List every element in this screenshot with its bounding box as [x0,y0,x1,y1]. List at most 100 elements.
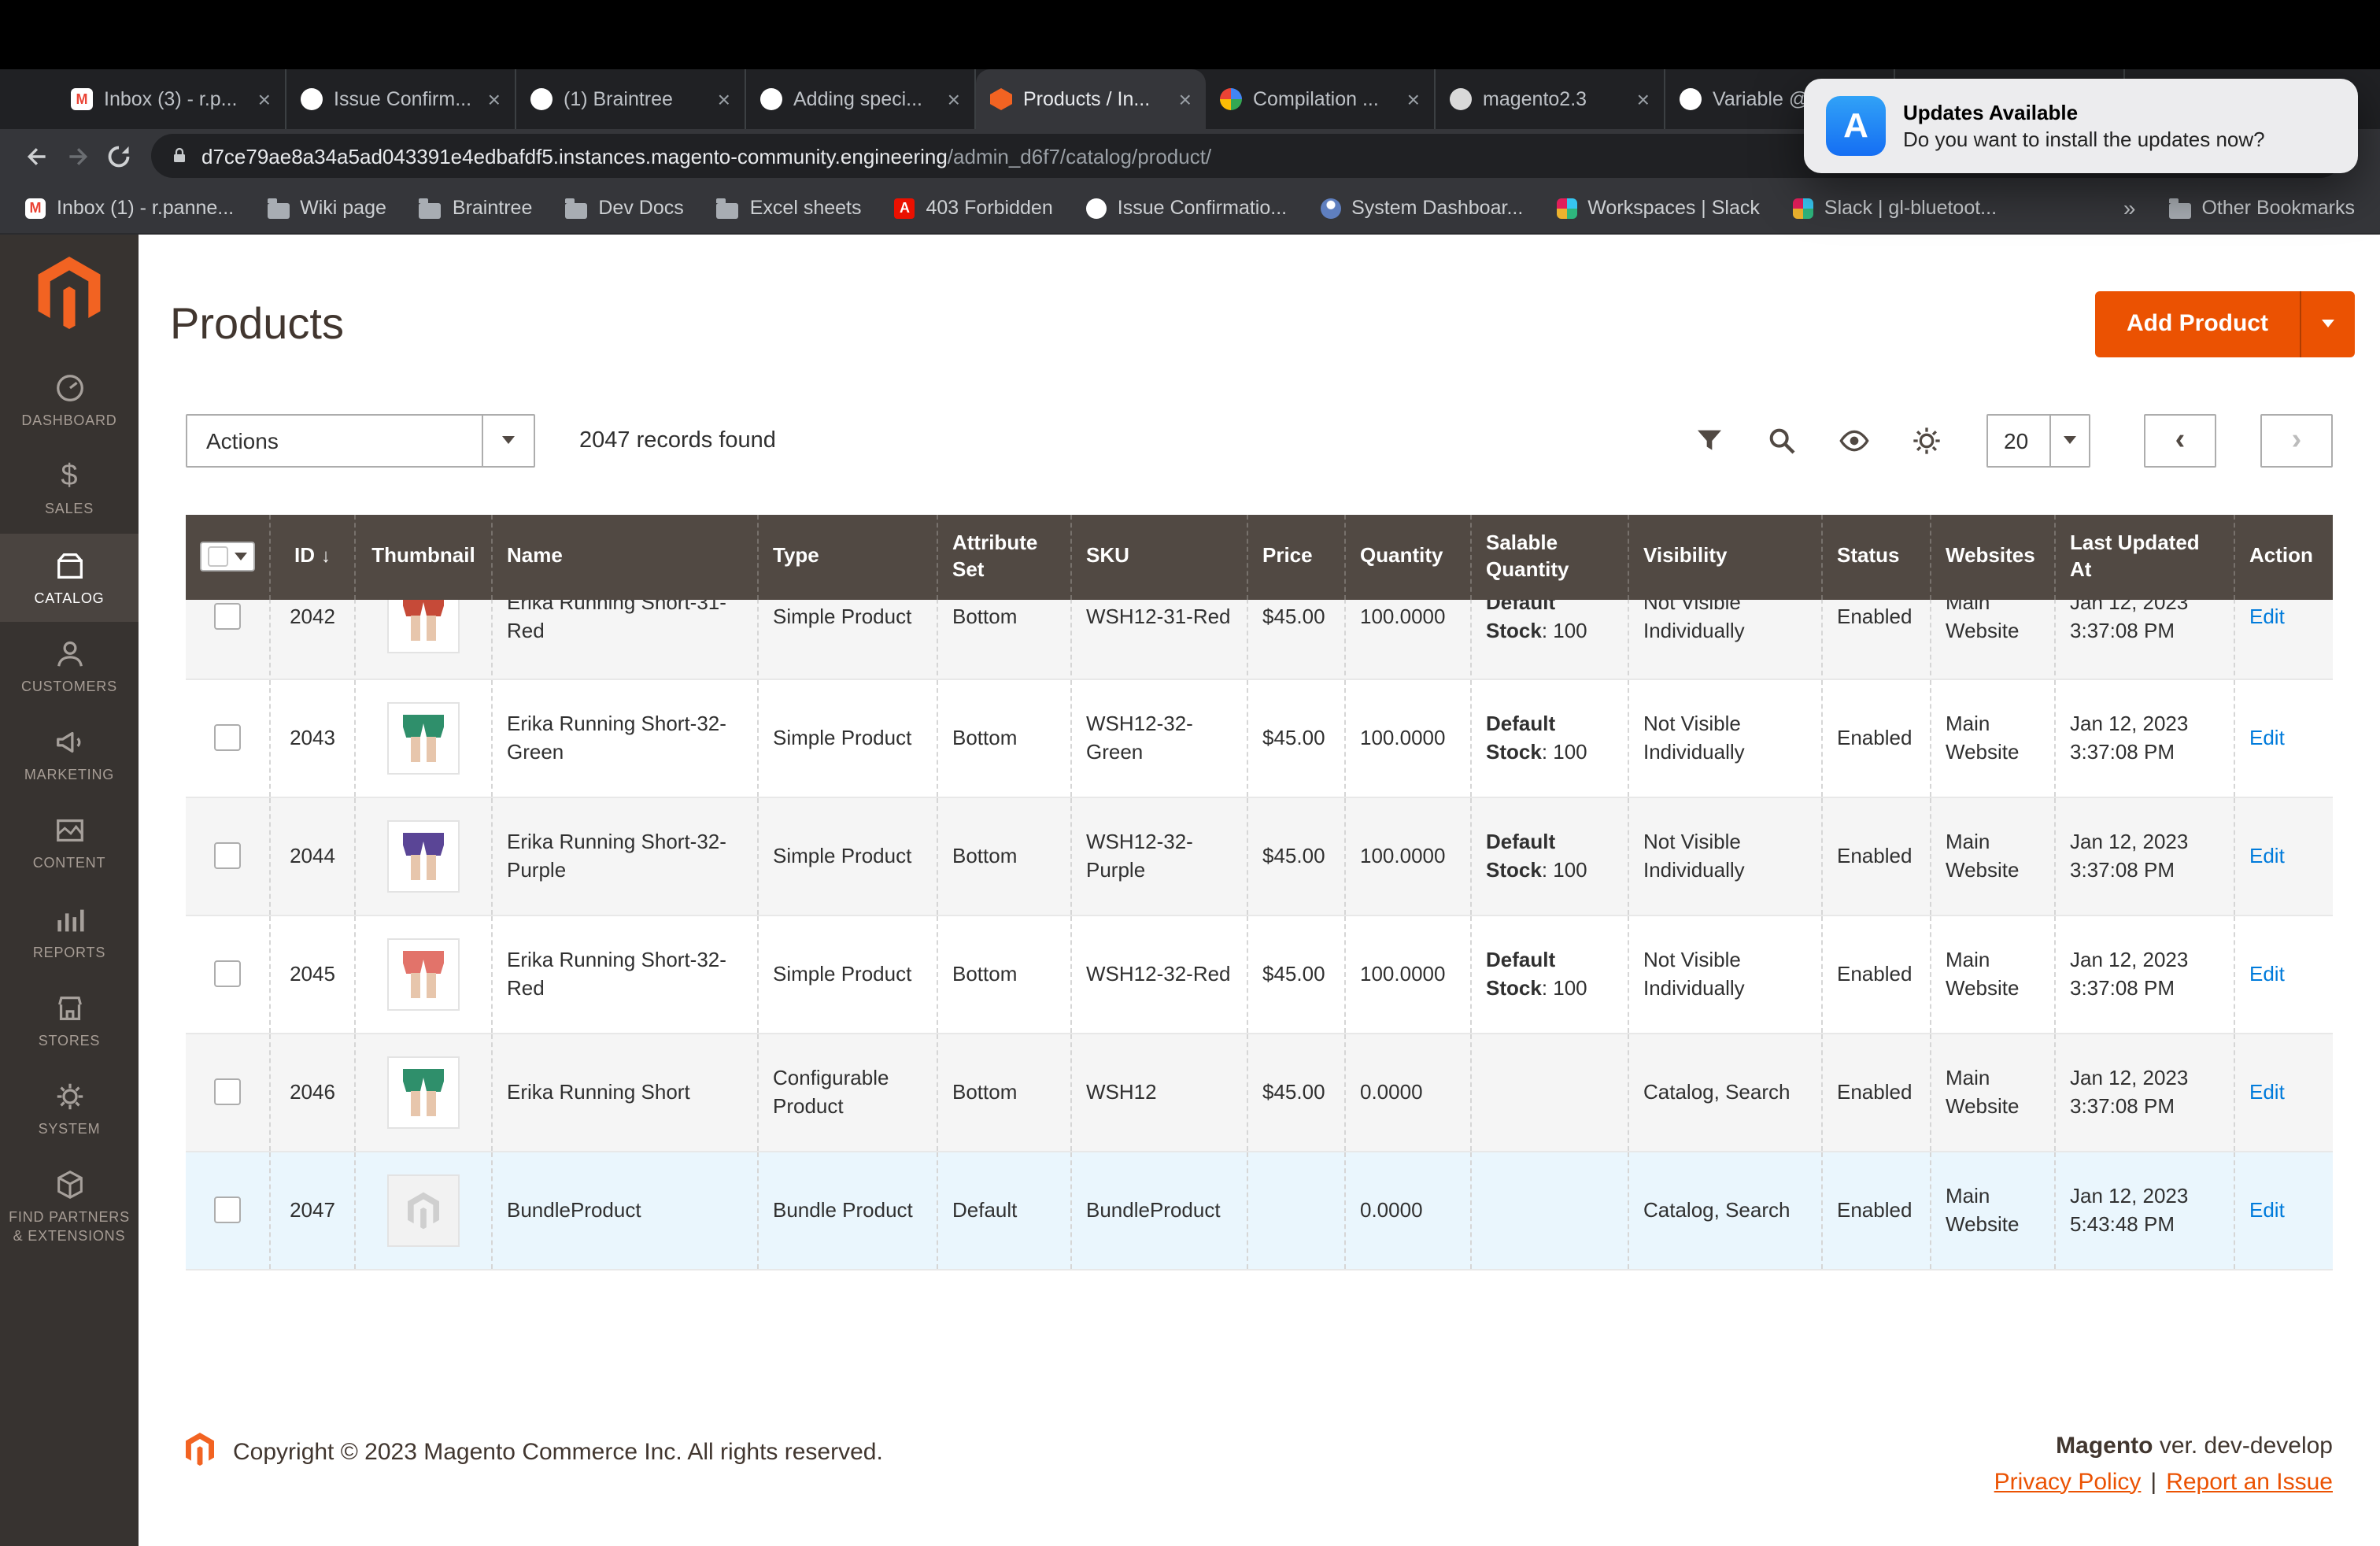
row-checkbox[interactable] [214,1078,241,1105]
previous-page-button[interactable]: ‹ [2144,413,2216,467]
filters-icon[interactable] [1694,424,1725,456]
tab-close-icon[interactable]: × [1406,87,1420,112]
row-checkbox[interactable] [214,960,241,987]
records-count: 2047 records found [579,427,776,453]
edit-link[interactable]: Edit [2249,725,2285,749]
sidebar-item-content[interactable]: CONTENT [0,799,139,888]
back-button[interactable] [16,135,57,176]
sidebar-item-label: MARKETING [24,767,115,782]
sidebar-item-system[interactable]: SYSTEM [0,1064,139,1153]
per-page-select[interactable]: 20 [1986,413,2090,467]
actions-label: Actions [206,427,279,453]
tab-close-icon[interactable]: × [487,87,501,112]
column-header-websites[interactable]: Websites [1930,514,2054,599]
add-product-dropdown[interactable] [2300,290,2355,357]
forward-button[interactable] [57,135,98,176]
row-checkbox[interactable] [214,603,241,630]
sidebar-item-label: CUSTOMERS [21,678,117,694]
browser-tab[interactable]: M Inbox (3) - r.p... × [57,69,286,129]
browser-tab[interactable]: Compilation ... × [1206,69,1436,129]
cell-price: $45.00 [1247,797,1344,914]
next-page-button[interactable]: › [2260,413,2333,467]
browser-tab[interactable]: magento2.3 × [1436,69,1665,129]
cell-visibility: Not Visible Individually [1628,797,1821,914]
select-all-checkbox[interactable] [200,542,255,571]
sidebar-item-marketing[interactable]: MARKETING [0,710,139,799]
column-header-attribute-set[interactable]: Attribute Set [937,514,1070,599]
column-header-thumbnail[interactable]: Thumbnail [354,514,491,599]
version-text: Magento ver. dev-develop [2056,1432,2333,1459]
browser-tab-active[interactable]: Products / In... × [976,69,1206,129]
other-bookmarks[interactable]: Other Bookmarks [2168,197,2355,219]
bookmark-item[interactable]: Slack | gl-bluetoot... [1792,197,1997,219]
tab-close-icon[interactable]: × [717,87,730,112]
actions-dropdown[interactable]: Actions [186,413,535,467]
column-header-last-updated[interactable]: Last Updated At [2054,514,2234,599]
cell-sku: WSH12-32-Purple [1070,797,1247,914]
bookmark-item[interactable]: Dev Docs [565,197,684,219]
bookmark-item[interactable]: Braintree [419,197,532,219]
add-product-button[interactable]: Add Product [2095,290,2355,357]
columns-gear-icon[interactable] [1911,424,1942,456]
sort-desc-icon: ↓ [321,545,331,567]
browser-tab[interactable]: Issue Confirm... × [286,69,516,129]
app-store-icon: A [1826,96,1886,156]
tab-title: Adding speci... [793,88,922,110]
bookmark-item[interactable]: M Inbox (1) - r.panne... [25,197,234,219]
cell-websites: Main Website [1930,797,2054,914]
tab-close-icon[interactable]: × [947,87,960,112]
privacy-policy-link[interactable]: Privacy Policy [1994,1468,2142,1495]
sidebar-item-stores[interactable]: STORES [0,976,139,1065]
bookmark-item[interactable]: Excel sheets [716,197,862,219]
edit-link[interactable]: Edit [2249,961,2285,986]
sidebar-item-sales[interactable]: $ SALES [0,445,139,534]
cell-name: Erika Running Short-32-Red [491,915,757,1032]
column-header-name[interactable]: Name [491,514,757,599]
bookmark-item[interactable]: Workspaces | Slack [1556,197,1760,219]
row-checkbox[interactable] [214,724,241,751]
cell-websites: Main Website [1930,915,2054,1032]
marketing-icon [53,726,86,759]
cell-salable-quantity: Default Stock: 100 [1470,599,1628,675]
bookmark-item[interactable]: Issue Confirmatio... [1085,197,1287,219]
column-header-sku[interactable]: SKU [1070,514,1247,599]
report-issue-link[interactable]: Report an Issue [2166,1468,2333,1495]
edit-link[interactable]: Edit [2249,604,2285,628]
column-header-status[interactable]: Status [1821,514,1930,599]
column-header-salable-quantity[interactable]: Salable Quantity [1470,514,1628,599]
cell-status: Enabled [1821,1034,1930,1150]
column-header-visibility[interactable]: Visibility [1628,514,1821,599]
tab-close-icon[interactable]: × [1178,87,1192,112]
column-header-quantity[interactable]: Quantity [1344,514,1470,599]
browser-tab[interactable]: Adding speci... × [746,69,976,129]
reload-button[interactable] [98,135,139,176]
row-checkbox[interactable] [214,842,241,869]
tab-close-icon[interactable]: × [1636,87,1650,112]
row-checkbox[interactable] [214,1196,241,1223]
bookmark-item[interactable]: Wiki page [267,197,386,219]
magento-logo[interactable] [38,257,101,337]
bookmark-item[interactable]: A 403 Forbidden [894,197,1053,219]
sidebar-item-find-partners[interactable]: FIND PARTNERS & EXTENSIONS [0,1153,139,1259]
macos-notification[interactable]: A Updates Available Do you want to insta… [1804,79,2358,173]
column-header-type[interactable]: Type [757,514,937,599]
sidebar-item-reports[interactable]: REPORTS [0,887,139,976]
column-header-price[interactable]: Price [1247,514,1344,599]
cell-id: 2044 [269,797,354,914]
bookmarks-overflow-chevron[interactable]: » [2123,195,2136,220]
default-view-eye-icon[interactable] [1839,424,1870,456]
column-header-id[interactable]: ID ↓ [269,514,354,599]
sidebar-item-dashboard[interactable]: DASHBOARD [0,356,139,445]
bookmark-item[interactable]: System Dashboar... [1320,197,1523,219]
cell-name: BundleProduct [491,1152,757,1268]
search-icon[interactable] [1766,424,1798,456]
tab-close-icon[interactable]: × [257,87,271,112]
edit-link[interactable]: Edit [2249,843,2285,867]
edit-link[interactable]: Edit [2249,1079,2285,1104]
url-domain: d7ce79ae8a34a5ad043391e4edbafdf5.instanc… [201,144,948,168]
sidebar-item-customers[interactable]: CUSTOMERS [0,622,139,711]
edit-link[interactable]: Edit [2249,1197,2285,1222]
admin-main: Products Add Product Actions 2047 record… [139,235,2380,1546]
sidebar-item-catalog[interactable]: CATALOG [0,533,139,622]
browser-tab[interactable]: (1) Braintree × [516,69,746,129]
